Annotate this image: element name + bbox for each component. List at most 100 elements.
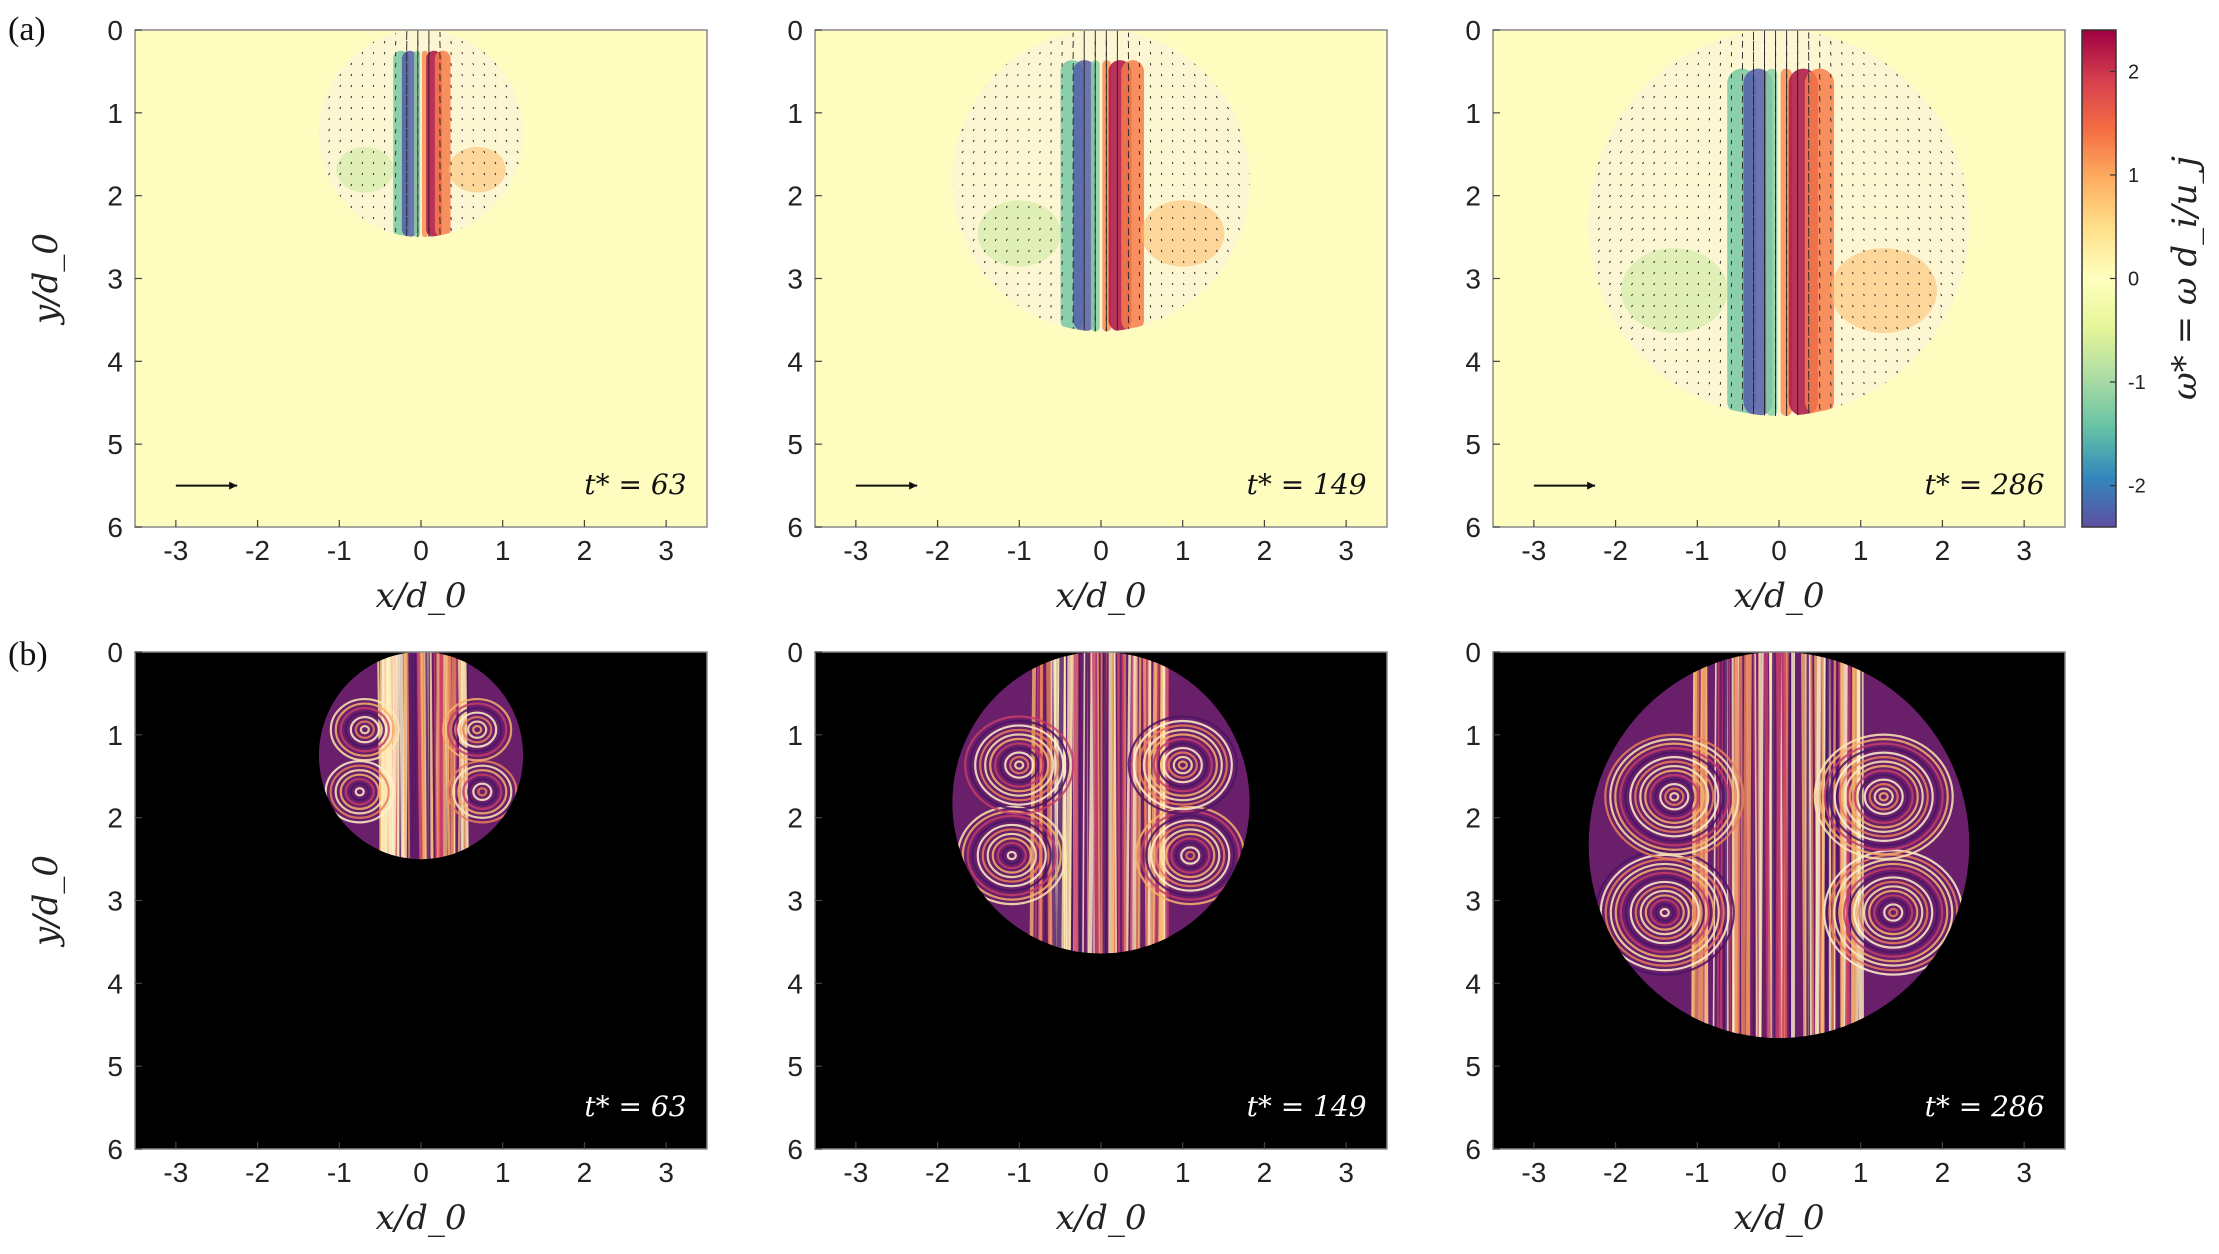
vorticity-blob (448, 147, 506, 193)
x-axis-label: x/d_0 (1733, 576, 1824, 616)
colorbar-tick-label: 0 (2128, 269, 2139, 291)
x-tick-label: -2 (1603, 535, 1628, 566)
x-tick-label: 1 (495, 1157, 511, 1188)
streak (1704, 652, 1708, 1039)
subplot-b-3: t* = 286 -3 -2 -1 0 1 2 3 0 1 2 3 4 5 6 x/d_0 (1465, 637, 2066, 1238)
vortex-ring (1853, 876, 1934, 949)
vortex-ring (1629, 880, 1700, 945)
y-tick-label: 1 (787, 98, 803, 129)
vortex-ring (1624, 751, 1725, 842)
x-tick-label: -3 (843, 1157, 868, 1188)
x-tick-label: 1 (1175, 535, 1191, 566)
vortex-ring (1848, 765, 1919, 829)
streak (1135, 652, 1139, 954)
x-tick-label: 0 (1093, 1157, 1109, 1188)
bubble-fill (1588, 30, 1970, 417)
streak (1740, 652, 1744, 1039)
vortex-ring (1873, 894, 1914, 931)
vortex-ring (964, 715, 1075, 815)
x-tick-label: 3 (1338, 1157, 1354, 1188)
streak (1783, 652, 1788, 1039)
time-annotation: t* = 286 (1925, 1090, 2045, 1123)
vortex-ring (1888, 907, 1899, 918)
y-tick-label: 0 (1465, 637, 1481, 668)
x-tick-label: -2 (1603, 1157, 1628, 1188)
x-tick-label: 1 (495, 535, 511, 566)
bubble-region (1588, 30, 1970, 417)
streak (1835, 652, 1840, 1039)
vortex-ring (1863, 778, 1904, 815)
y-tick-label: 6 (107, 512, 123, 543)
vortex-ring (989, 737, 1050, 793)
streak (425, 652, 429, 860)
streak (1821, 652, 1825, 1039)
y-axis-label: y/d_0 (26, 233, 66, 326)
y-tick-label: 2 (107, 803, 123, 834)
x-tick-label: 0 (1093, 535, 1109, 566)
vortex-ring (349, 715, 380, 744)
vortex-ring (354, 720, 375, 739)
y-tick-label: 6 (1465, 512, 1481, 543)
vortex-ring (1624, 876, 1705, 949)
vortex-ring (1145, 814, 1236, 897)
vortex-ring (1873, 787, 1894, 806)
colorbar-tick-label: -2 (2128, 476, 2146, 498)
streak (1102, 652, 1108, 954)
vortex-ring (974, 724, 1065, 806)
streak (1150, 652, 1158, 954)
streak (408, 652, 414, 860)
vortex-ring (1175, 841, 1206, 870)
y-tick-label: 3 (787, 886, 803, 917)
y-tick-label: 0 (787, 15, 803, 46)
plot-area (1588, 652, 1970, 1039)
vortex-ring (1639, 765, 1710, 829)
bubble-fill (952, 30, 1250, 332)
vortex-ring (344, 778, 375, 806)
y-tick-label: 6 (107, 1134, 123, 1165)
streak (431, 652, 436, 860)
streak (1082, 652, 1086, 954)
streak (1073, 652, 1079, 954)
x-axis-label: x/d_0 (375, 1198, 466, 1238)
y-tick-label: 0 (1465, 15, 1481, 46)
x-tick-label: -3 (1521, 1157, 1546, 1188)
vortex-ring (1664, 787, 1685, 806)
bubble-region (1588, 652, 1970, 1039)
vortex-ring (457, 711, 498, 748)
vortex-ring (324, 760, 395, 824)
streak (1831, 652, 1837, 1039)
y-tick-label: 0 (107, 15, 123, 46)
y-tick-label: 2 (107, 181, 123, 212)
vortex-ring (1649, 898, 1680, 927)
x-axis-label: x/d_0 (1055, 1198, 1146, 1238)
vortex-ring (976, 823, 1047, 888)
vortex-ring (1833, 858, 1954, 967)
vortex-ring (1883, 903, 1904, 922)
vortex-ring (969, 719, 1070, 811)
scale-arrow-head (229, 481, 238, 490)
vortex-ring (1157, 742, 1208, 788)
y-tick-label: 4 (1465, 968, 1481, 999)
subplot-a-2: t* = 149 -3 -2 -1 0 1 2 3 0 1 2 3 4 5 6 x/d_0 (787, 15, 1388, 616)
vortex-ring (1167, 751, 1198, 779)
x-tick-label: 0 (1771, 1157, 1787, 1188)
subplot-a-3: t* = 286 -3 -2 -1 0 1 2 3 0 1 2 3 4 5 6 x/d_0 (1465, 15, 2066, 616)
plot-area (175, 30, 524, 490)
streak (386, 652, 394, 860)
vortex-ring (462, 773, 503, 810)
streak (1068, 652, 1074, 954)
vortex-ring (1818, 738, 1949, 856)
x-tick-label: -2 (245, 1157, 270, 1188)
streak (450, 652, 456, 860)
vortex-ring (1843, 760, 1924, 833)
vorticity-band (434, 50, 451, 238)
y-tick-label: 1 (1465, 98, 1481, 129)
vortex-ring (349, 782, 370, 801)
vortex-ring (1634, 885, 1695, 940)
vortex-ring (1170, 837, 1211, 874)
y-tick-label: 4 (107, 346, 123, 377)
streak (463, 652, 469, 860)
streak (391, 652, 399, 860)
vortex-ring (984, 733, 1055, 797)
